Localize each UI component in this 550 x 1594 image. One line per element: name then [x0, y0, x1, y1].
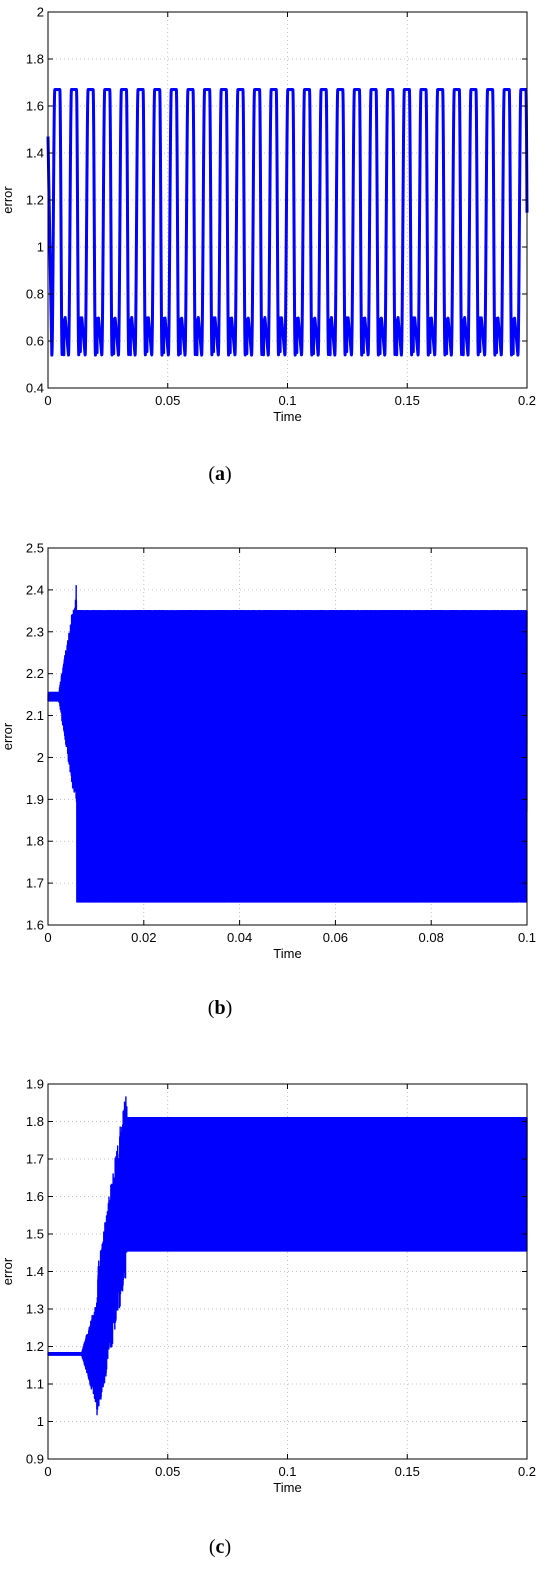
x-tick-label: 0.05: [155, 1464, 180, 1479]
y-axis-label: error: [0, 1257, 15, 1285]
y-tick-label: 2: [37, 750, 44, 765]
y-tick-label: 1.9: [26, 1077, 44, 1092]
x-tick-label: 0: [44, 393, 51, 408]
x-tick-label: 0.05: [155, 393, 180, 408]
x-tick-label: 0.1: [278, 1464, 296, 1479]
series-line: [47, 584, 528, 903]
x-tick-label: 0: [44, 1464, 51, 1479]
y-tick-label: 2.2: [26, 666, 44, 681]
axes-box: [47, 547, 528, 926]
y-tick-label: 1.2: [26, 193, 44, 208]
chart-c: 0 0.05 0.1 0.15 0.2 0.9 1 1.1 1.2 1.3 1.4 1.5 1.6 1.7…: [0, 1077, 536, 1496]
y-tick-label: 2.3: [26, 624, 44, 639]
y-tick-label: 0.6: [26, 334, 44, 349]
y-tick-label: 1.7: [26, 1152, 44, 1167]
y-tick-label: 1.8: [26, 52, 44, 67]
caption-b: (b): [207, 997, 233, 1019]
x-tick-label: 0.2: [518, 393, 536, 408]
x-tick-label: 0.2: [518, 1464, 536, 1479]
y-tick-label: 0.8: [26, 287, 44, 302]
y-tick-label: 1.8: [26, 834, 44, 849]
y-tick-label: 2.5: [26, 541, 44, 556]
x-tick-label: 0.06: [323, 930, 348, 945]
x-tick-label: 0.1: [518, 930, 536, 945]
y-tick-label: 0.4: [26, 381, 44, 396]
figure-a: 0 0.05 0.1 0.15 0.2 0.4 0.6 0.8 1 1.2 1.4 1.6 1.8 2 Ti…: [0, 0, 550, 530]
y-tick-label: 1.7: [26, 876, 44, 891]
series-line: [46, 88, 529, 357]
chart-b: 0 0.02 0.04 0.06 0.08 0.1 1.6 1.7 1.8 1.9 2 2.1 2.2 2…: [0, 541, 536, 962]
y-axis-label: error: [0, 186, 15, 214]
x-tick-label: 0.04: [227, 930, 252, 945]
y-tick-label: 2.1: [26, 708, 44, 723]
figure-b: 0 0.02 0.04 0.06 0.08 0.1 1.6 1.7 1.8 1.9 2 2.1 2.2 2…: [0, 532, 550, 1062]
y-tick-label: 1.6: [26, 918, 44, 933]
y-tick-label: 1.5: [26, 1227, 44, 1242]
y-tick-label: 1: [37, 240, 44, 255]
y-tick-label: 1.9: [26, 792, 44, 807]
caption-a: (a): [208, 463, 232, 485]
x-tick-label: 0.08: [419, 930, 444, 945]
chart-a: 0 0.05 0.1 0.15 0.2 0.4 0.6 0.8 1 1.2 1.4 1.6 1.8 2 Ti…: [0, 5, 536, 425]
x-tick-label: 0: [44, 930, 51, 945]
x-axis-label: Time: [273, 409, 301, 424]
y-tick-label: 1.3: [26, 1302, 44, 1317]
y-tick-label: 1: [37, 1414, 44, 1429]
y-tick-label: 2.4: [26, 582, 44, 597]
x-tick-label: 0.15: [395, 1464, 420, 1479]
x-tick-label: 0.1: [278, 393, 296, 408]
y-tick-label: 1.4: [26, 146, 44, 161]
y-tick-label: 1.1: [26, 1377, 44, 1392]
caption-c: (c): [208, 1536, 232, 1558]
series-line: [47, 1096, 528, 1416]
y-tick-label: 2: [37, 5, 44, 20]
figure-c: 0 0.05 0.1 0.15 0.2 0.9 1 1.1 1.2 1.3 1.4 1.5 1.6 1.7…: [0, 1064, 550, 1594]
y-tick-label: 0.9: [26, 1452, 44, 1467]
x-tick-label: 0.15: [395, 393, 420, 408]
y-tick-label: 1.6: [26, 99, 44, 114]
y-tick-label: 1.4: [26, 1264, 44, 1279]
x-axis-label: Time: [273, 946, 301, 961]
y-tick-label: 1.2: [26, 1339, 44, 1354]
y-tick-label: 1.8: [26, 1114, 44, 1129]
x-axis-label: Time: [273, 1480, 301, 1495]
y-axis-label: error: [0, 722, 15, 750]
x-tick-label: 0.02: [131, 930, 156, 945]
y-tick-label: 1.6: [26, 1189, 44, 1204]
